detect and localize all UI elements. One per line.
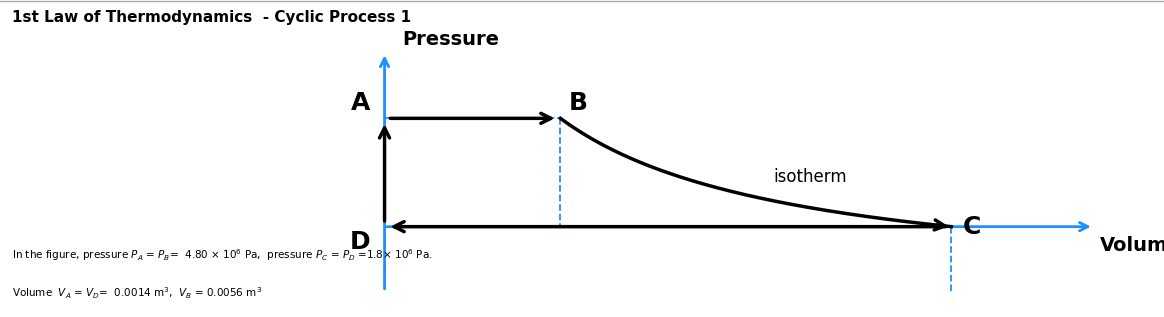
- Text: C: C: [963, 215, 981, 239]
- Text: Volume  $V_A$ = $V_D$=  0.0014 m$^3$,  $V_B$ = 0.0056 m$^3$: Volume $V_A$ = $V_D$= 0.0014 m$^3$, $V_B…: [12, 285, 262, 301]
- Text: A: A: [350, 91, 370, 115]
- Text: D: D: [349, 230, 370, 254]
- Text: In the figure, pressure $P_A$ = $P_B$=  4.80 $\times$ 10$^6$ Pa,  pressure $P_C$: In the figure, pressure $P_A$ = $P_B$= 4…: [12, 247, 433, 263]
- Text: isotherm: isotherm: [773, 168, 847, 186]
- Text: Pressure: Pressure: [402, 30, 499, 49]
- Text: 1st Law of Thermodynamics  - Cyclic Process 1: 1st Law of Thermodynamics - Cyclic Proce…: [12, 10, 411, 24]
- Text: Volume: Volume: [1100, 236, 1164, 255]
- Text: B: B: [569, 91, 588, 115]
